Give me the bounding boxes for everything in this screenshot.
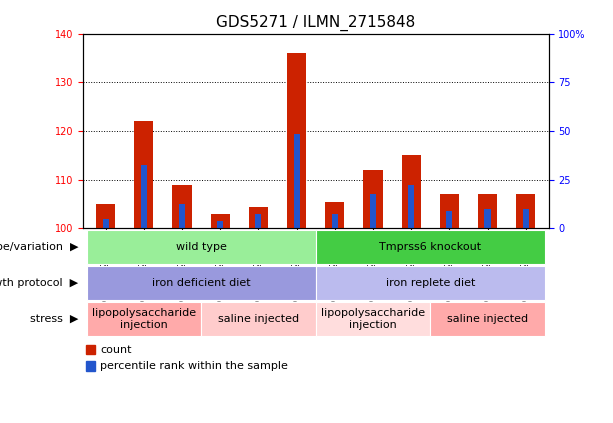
Bar bbox=[287, 53, 306, 228]
Bar bbox=[141, 165, 147, 228]
Bar bbox=[102, 219, 109, 228]
Bar bbox=[402, 155, 421, 228]
Text: wild type: wild type bbox=[176, 242, 227, 252]
Text: lipopolysaccharide
injection: lipopolysaccharide injection bbox=[321, 308, 425, 330]
Bar bbox=[440, 194, 459, 228]
Text: percentile rank within the sample: percentile rank within the sample bbox=[100, 361, 287, 371]
Bar bbox=[478, 194, 497, 228]
Text: genotype/variation  ▶: genotype/variation ▶ bbox=[0, 242, 78, 252]
Text: iron replete diet: iron replete diet bbox=[386, 278, 475, 288]
Bar bbox=[249, 206, 268, 228]
Bar bbox=[217, 221, 223, 228]
Text: Tmprss6 knockout: Tmprss6 knockout bbox=[379, 242, 481, 252]
Text: iron deficient diet: iron deficient diet bbox=[152, 278, 251, 288]
Bar bbox=[332, 214, 338, 228]
Bar bbox=[256, 214, 262, 228]
Text: stress  ▶: stress ▶ bbox=[30, 314, 78, 324]
Bar bbox=[364, 170, 383, 228]
Text: lipopolysaccharide
injection: lipopolysaccharide injection bbox=[92, 308, 196, 330]
Text: saline injected: saline injected bbox=[447, 314, 528, 324]
Bar bbox=[294, 134, 300, 228]
Text: count: count bbox=[100, 345, 131, 355]
Text: growth protocol  ▶: growth protocol ▶ bbox=[0, 278, 78, 288]
Bar bbox=[134, 121, 153, 228]
Bar bbox=[523, 209, 529, 228]
Bar bbox=[484, 209, 490, 228]
Bar bbox=[211, 214, 230, 228]
Bar bbox=[96, 204, 115, 228]
Bar bbox=[326, 202, 345, 228]
Bar bbox=[370, 194, 376, 228]
Bar bbox=[408, 184, 414, 228]
Bar bbox=[516, 194, 535, 228]
Bar bbox=[179, 204, 185, 228]
Bar bbox=[446, 212, 452, 228]
Text: saline injected: saline injected bbox=[218, 314, 299, 324]
Title: GDS5271 / ILMN_2715848: GDS5271 / ILMN_2715848 bbox=[216, 15, 416, 31]
Bar bbox=[172, 184, 192, 228]
